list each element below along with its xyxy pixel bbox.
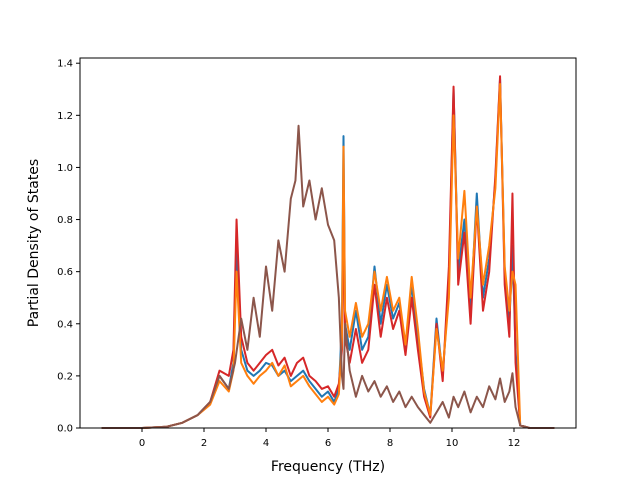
x-tick-label: 4 (263, 438, 269, 449)
y-tick-label: 0.4 (57, 319, 73, 330)
y-axis-label: Partial Density of States (26, 159, 42, 327)
x-tick-label: 2 (201, 438, 207, 449)
x-tick-label: 6 (325, 438, 331, 449)
y-tick-label: 0.0 (57, 424, 73, 435)
x-tick-label: 10 (446, 438, 459, 449)
series-line-3 (101, 83, 555, 429)
y-axis: 0.0 0.2 0.4 0.6 0.8 1.0 1.2 1.4 (57, 59, 80, 435)
y-tick-label: 1.4 (57, 59, 73, 70)
y-tick-label: 0.8 (57, 215, 73, 226)
x-axis: 0 2 4 6 8 10 12 (139, 428, 521, 449)
series-line-2 (101, 75, 555, 429)
y-tick-label: 1.0 (57, 163, 73, 174)
x-tick-label: 8 (387, 438, 393, 449)
x-axis-label: Frequency (THz) (271, 459, 385, 475)
series-layer (101, 75, 555, 429)
y-tick-label: 0.2 (57, 371, 73, 382)
y-tick-label: 1.2 (57, 111, 73, 122)
x-tick-label: 12 (508, 438, 521, 449)
y-tick-label: 0.6 (57, 267, 73, 278)
series-line-4 (101, 124, 555, 429)
x-tick-label: 0 (139, 438, 145, 449)
